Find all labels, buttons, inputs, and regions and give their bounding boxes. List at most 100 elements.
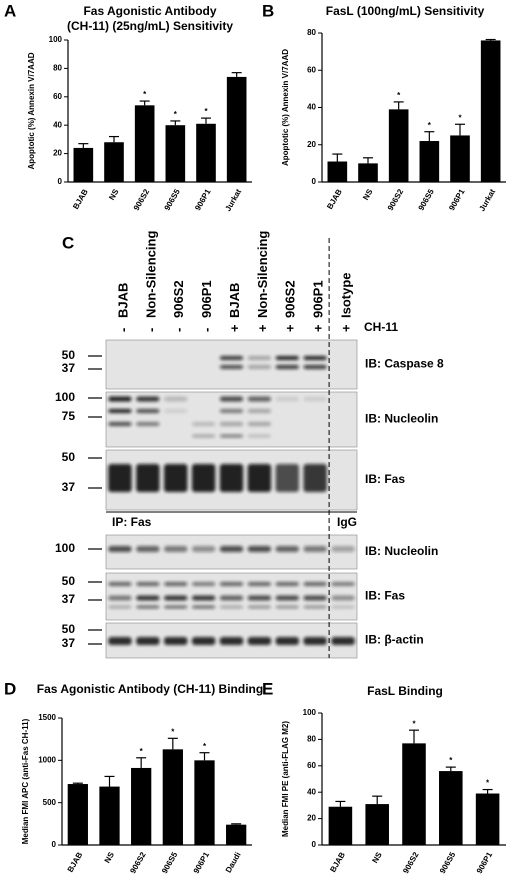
x-tick-label: 906P1	[475, 850, 495, 875]
lane-label: Non-Silencing	[143, 231, 158, 318]
lane-sign: -	[171, 328, 186, 332]
bar	[134, 105, 155, 182]
x-tick-label: 906S2	[386, 187, 406, 212]
x-tick-label: NS	[361, 187, 375, 202]
bar	[165, 125, 186, 182]
lane-label: 906P1	[199, 280, 214, 318]
lane-sign: -	[115, 328, 130, 332]
bar	[475, 793, 500, 845]
blot-band	[191, 637, 216, 645]
blot-band	[108, 396, 132, 402]
blot-band	[275, 605, 299, 609]
blot-band	[331, 637, 355, 645]
bar	[131, 767, 152, 845]
blot-band	[164, 637, 188, 645]
lane-label: BJAB	[227, 283, 242, 318]
bar	[419, 141, 440, 182]
y-tick-label: 100	[49, 35, 63, 44]
bar	[327, 161, 348, 182]
mw-marker: 100	[55, 390, 75, 404]
mw-marker: 50	[62, 450, 76, 464]
blot-label: IB: Fas	[365, 589, 405, 603]
blot-band	[275, 582, 299, 586]
bar	[439, 771, 463, 845]
blot-band	[136, 422, 160, 426]
x-tick-label: Jurkat	[223, 187, 243, 213]
y-tick-label: 500	[43, 798, 57, 807]
panel-letter: A	[4, 1, 16, 20]
y-tick-label: 80	[307, 735, 316, 744]
blot-band	[164, 605, 188, 609]
lane-sign: -	[199, 328, 214, 332]
blot-band	[164, 546, 188, 552]
blot-band	[136, 595, 160, 601]
chart-title: (CH-11) (25ng/mL) Sensitivity	[67, 19, 233, 33]
x-tick-label: NS	[107, 187, 121, 202]
bar	[402, 743, 426, 845]
y-tick-label: 0	[312, 840, 317, 849]
blot-band	[136, 546, 160, 552]
lane-label: 906S2	[283, 280, 298, 318]
x-tick-label: 906P1	[447, 187, 467, 212]
blot-band	[247, 434, 272, 438]
significance-mark: *	[412, 719, 416, 728]
mw-marker: 50	[62, 574, 76, 588]
significance-mark: *	[174, 110, 178, 119]
blot-band	[303, 365, 327, 369]
lane-sign: -	[143, 328, 158, 332]
bar	[226, 76, 247, 182]
bar	[73, 147, 94, 182]
blot-band	[191, 546, 216, 552]
treatment-label: CH-11	[364, 320, 398, 334]
blot-label: IB: Caspase 8	[365, 357, 444, 371]
lane-label: Isotype	[338, 272, 353, 318]
x-tick-label: 906S2	[401, 850, 421, 875]
blot-band	[275, 546, 299, 552]
x-tick-label: Daudi	[224, 851, 243, 875]
blot-band	[247, 582, 272, 586]
lane-sign: +	[283, 324, 298, 332]
igg-label: IgG	[337, 515, 357, 529]
mw-marker: 37	[62, 480, 76, 494]
y-tick-label: 60	[307, 761, 316, 770]
blot-band	[136, 464, 160, 492]
blot-band	[219, 605, 244, 609]
blot-band	[247, 365, 272, 369]
lane-sign: +	[338, 324, 353, 332]
significance-mark: *	[204, 107, 208, 116]
blot-band	[247, 422, 272, 426]
blot-band	[136, 409, 160, 413]
y-tick-label: 0	[312, 177, 317, 186]
x-tick-label: 906S2	[128, 850, 148, 875]
bar	[99, 786, 120, 845]
y-tick-label: 20	[53, 149, 62, 158]
blot-band	[191, 422, 216, 426]
panel-letter: D	[4, 679, 16, 698]
lane-label: 906P1	[311, 280, 326, 318]
lane-label: 906S2	[171, 280, 186, 318]
mw-marker: 50	[62, 348, 76, 362]
blot-band	[191, 605, 216, 609]
y-tick-label: 20	[307, 814, 316, 823]
y-tick-label: 40	[307, 103, 316, 112]
x-tick-label: 906S2	[132, 187, 152, 212]
x-tick-label: BJAB	[325, 187, 344, 211]
bar	[104, 142, 124, 182]
significance-mark: *	[143, 90, 147, 99]
blot-band	[108, 409, 132, 413]
y-tick-label: 60	[53, 92, 62, 101]
significance-mark: *	[428, 121, 432, 130]
blot-label: IB: Nucleolin	[365, 544, 438, 558]
x-tick-label: 906P1	[193, 187, 213, 212]
mw-marker: 37	[62, 636, 76, 650]
bar	[162, 749, 183, 845]
ip-label: IP: Fas	[112, 515, 152, 529]
blot-band	[247, 409, 272, 413]
mw-marker: 37	[62, 592, 76, 606]
bar	[388, 109, 409, 182]
bar	[450, 135, 470, 182]
blot-band	[275, 464, 299, 492]
blot-band	[164, 464, 188, 492]
bar	[67, 784, 88, 845]
blot-band	[275, 365, 299, 369]
